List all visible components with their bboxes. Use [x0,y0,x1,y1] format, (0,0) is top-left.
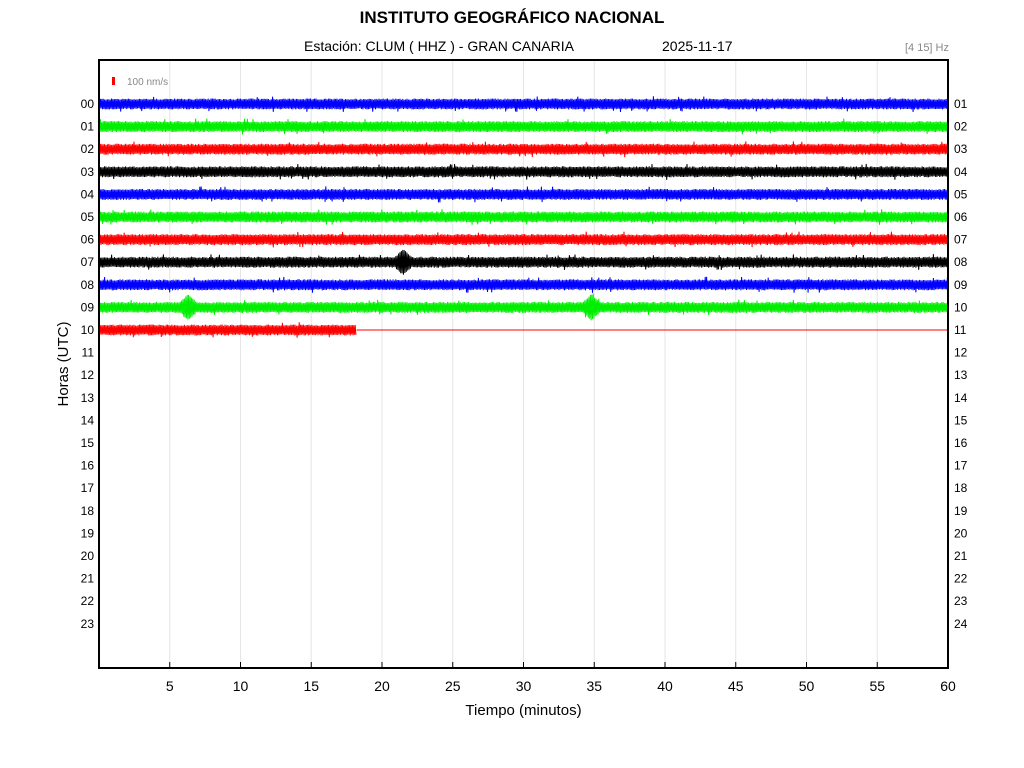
left-hour-label: 12 [81,368,95,382]
left-hour-label: 08 [81,278,95,292]
left-hour-label: 17 [81,481,95,495]
left-hour-label: 02 [81,142,95,156]
left-hour-label: 22 [81,594,95,608]
trace-hour-08 [98,276,948,293]
right-hour-label: 05 [954,187,968,201]
x-tick-label: 30 [516,678,532,694]
right-hour-label: 01 [954,97,968,111]
right-hour-label: 19 [954,504,968,518]
right-hour-label: 11 [954,323,967,337]
right-hour-label: 14 [954,391,968,405]
x-tick-label: 35 [586,678,602,694]
right-hour-label: 03 [954,142,968,156]
right-hour-label: 04 [954,165,968,179]
x-axis-label: Tiempo (minutos) [465,702,581,719]
trace-hour-06 [98,231,948,248]
x-tick-label: 10 [233,678,249,694]
left-hour-label: 07 [81,255,95,269]
right-hour-label: 06 [954,210,968,224]
right-hour-label: 10 [954,300,968,314]
right-hour-label: 21 [954,549,968,563]
right-hour-label: 02 [954,120,968,134]
left-hour-label: 13 [81,391,95,405]
right-hour-label: 16 [954,436,968,450]
trace-hour-05 [98,209,948,225]
trace-hour-10 [98,322,357,338]
right-hour-label: 22 [954,572,968,586]
x-tick-label: 25 [445,678,461,694]
left-hour-label: 01 [81,120,95,134]
left-hour-label: 04 [81,187,95,201]
left-hour-label: 15 [81,436,95,450]
left-hour-label: 19 [81,526,95,540]
right-hour-label: 09 [954,278,968,292]
trace-hour-02 [98,141,948,158]
right-hour-label: 12 [954,346,968,360]
station-label: Estación: CLUM ( HHZ ) - GRAN CANARIA [304,38,574,54]
right-hour-label: 23 [954,594,968,608]
right-hour-label: 20 [954,526,968,540]
x-tick-label: 55 [869,678,885,694]
left-hour-label: 06 [81,233,95,247]
trace-hour-09 [98,293,948,321]
chart-title: INSTITUTO GEOGRÁFICO NACIONAL [359,8,665,27]
right-hour-label: 15 [954,413,968,427]
trace-hour-04 [98,186,948,203]
left-hour-label: 16 [81,459,95,473]
left-hour-label: 20 [81,549,95,563]
right-hour-label: 08 [954,255,968,269]
trace-hour-00 [98,96,948,113]
amplitude-scale-label: 100 nm/s [127,77,168,88]
right-hour-label: 07 [954,233,968,247]
x-tick-label: 45 [728,678,744,694]
left-hour-label: 21 [81,572,95,586]
left-hour-label: 14 [81,413,95,427]
left-hour-label: 09 [81,300,95,314]
left-hour-label: 18 [81,504,95,518]
right-hour-label: 17 [954,459,968,473]
left-hour-label: 11 [82,346,95,360]
right-hour-label: 13 [954,368,968,382]
left-hour-label: 05 [81,210,95,224]
x-tick-label: 20 [374,678,390,694]
left-hour-label: 03 [81,165,95,179]
right-hour-label: 24 [954,617,968,631]
x-tick-label: 15 [303,678,319,694]
right-hour-label: 18 [954,481,968,495]
left-hour-label: 00 [81,97,95,111]
filter-label: [4 15] Hz [904,42,949,54]
trace-hour-03 [98,163,948,180]
x-tick-label: 5 [166,678,174,694]
left-hour-label: 23 [81,617,95,631]
amplitude-scale-bar [112,77,115,85]
x-tick-label: 60 [940,678,956,694]
date-label: 2025-11-17 [662,38,733,54]
y-axis-label: Horas (UTC) [55,321,72,406]
trace-hour-07 [98,249,948,275]
left-hour-label: 10 [81,323,95,337]
trace-hour-01 [98,118,948,135]
x-tick-label: 50 [799,678,815,694]
x-tick-label: 40 [657,678,673,694]
